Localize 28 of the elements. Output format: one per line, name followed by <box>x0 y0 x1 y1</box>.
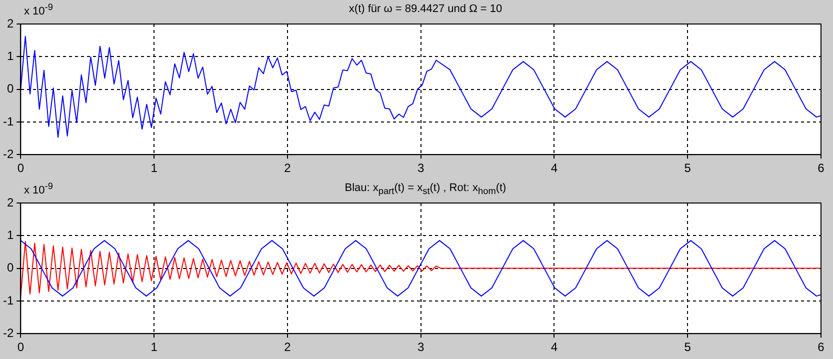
x-tick-label: 5 <box>684 161 692 176</box>
x-tick-label: 1 <box>150 161 158 176</box>
x-tick-label: 0 <box>17 340 24 354</box>
x-tick-label: 3 <box>417 340 424 354</box>
y-tick-label: -2 <box>3 326 14 340</box>
x-tick-label: 6 <box>818 161 825 176</box>
x-tick-label: 5 <box>684 340 692 354</box>
y-tick-label: 1 <box>6 48 14 63</box>
chart-title: Blau: x$_{part}$(t) = x$_{st}$(t) , Rot: x$_{hom}$(t) <box>344 182 506 196</box>
y-tick-label: 2 <box>6 16 14 30</box>
y-tick-label: 0 <box>6 260 14 275</box>
y-tick-label: -1 <box>3 293 14 308</box>
x-tick-label: 4 <box>550 340 558 354</box>
x-tick-label: 2 <box>284 161 292 176</box>
text: x 10$^{-9}$ <box>24 2 53 18</box>
text: x 10$^{-9}$ <box>24 181 53 197</box>
x-tick-label: 2 <box>284 340 292 354</box>
x-tick-label: 3 <box>417 161 424 176</box>
y-tick-label: -2 <box>3 146 14 161</box>
x-tick-label: 6 <box>818 340 825 354</box>
chart-title: x(t) für ω = 89.4427 und Ω = 10 <box>348 3 502 15</box>
x-tick-label: 4 <box>550 161 558 176</box>
y-tick-label: 0 <box>6 82 14 96</box>
y-tick-label: 1 <box>6 228 14 242</box>
x-tick-label: 1 <box>150 340 158 354</box>
x-tick-label: 0 <box>17 161 24 176</box>
y-tick-label: -1 <box>3 114 14 128</box>
y-tick-label: 2 <box>6 195 14 210</box>
